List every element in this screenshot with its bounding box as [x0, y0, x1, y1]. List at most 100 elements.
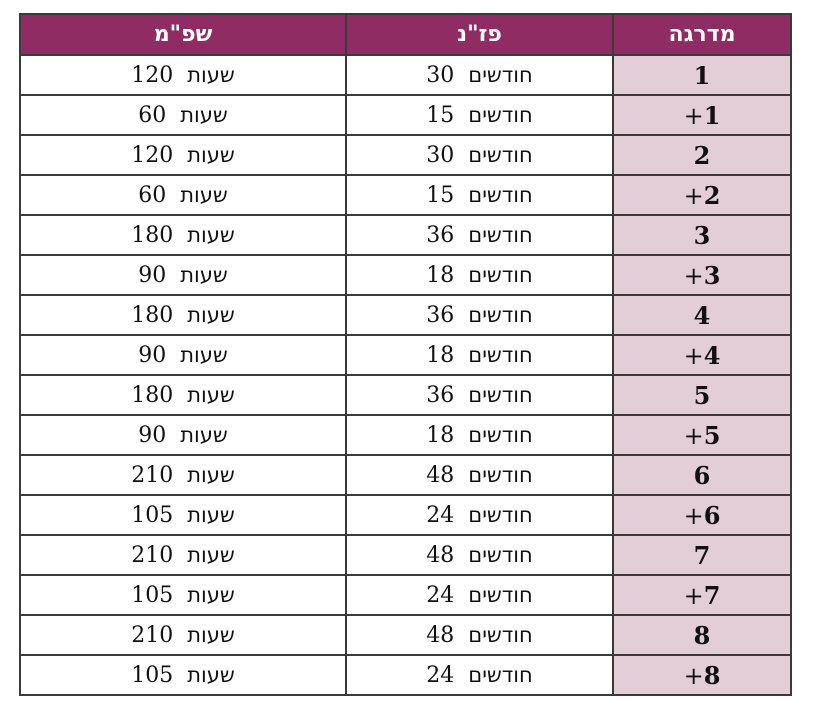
levels-table-container: שפ"מ פז"נ מדרגה 120 שעות 30 חודשים 1 60 שעות 15… [19, 13, 792, 696]
shpm-cell-content: 105 שעות [131, 583, 235, 608]
level-plus: + [683, 421, 704, 450]
pazan-cell: 36 חודשים [345, 214, 614, 256]
level-cell: +1 [612, 94, 792, 136]
shpm-value: 180 [131, 222, 174, 248]
shpm-value: 180 [131, 302, 174, 328]
pazan-cell-content: 24 חודשים [426, 663, 532, 688]
shpm-cell: 105 שעות [19, 494, 347, 536]
pazan-cell-content: 24 חודשים [426, 503, 532, 528]
pazan-value: 48 [426, 542, 455, 568]
shpm-unit: שעות [187, 502, 235, 527]
pazan-value: 24 [426, 502, 455, 528]
shpm-unit: שעות [187, 302, 235, 327]
table-row: 210 שעות 48 חודשים 6 [19, 454, 792, 496]
level-number: 3 [703, 260, 721, 290]
shpm-unit: שעות [180, 422, 228, 447]
shpm-cell-content: 90 שעות [138, 423, 228, 448]
level-number: 6 [703, 500, 721, 530]
shpm-cell-content: 210 שעות [131, 543, 235, 568]
shpm-cell: 210 שעות [19, 614, 347, 656]
level-cell: +2 [612, 174, 792, 216]
pazan-cell: 18 חודשים [345, 254, 614, 296]
shpm-unit: שעות [187, 462, 235, 487]
pazan-cell: 24 חודשים [345, 574, 614, 616]
level-plus: + [683, 661, 704, 690]
shpm-cell-content: 180 שעות [131, 223, 235, 248]
level-cell: 8 [612, 614, 792, 656]
header-pazan: פז"נ [345, 13, 614, 56]
table-row: 105 שעות 24 חודשים +8 [19, 654, 792, 696]
pazan-unit: חודשים [468, 62, 533, 87]
table-row: 90 שעות 18 חודשים +4 [19, 334, 792, 376]
pazan-value: 15 [426, 102, 455, 128]
level-cell: 5 [612, 374, 792, 416]
pazan-unit: חודשים [468, 382, 533, 407]
pazan-cell: 24 חודשים [345, 494, 614, 536]
pazan-cell: 30 חודשים [345, 54, 614, 96]
pazan-cell-content: 48 חודשים [426, 543, 532, 568]
level-plus: + [683, 581, 704, 610]
level-number: 8 [703, 660, 721, 690]
pazan-cell-content: 36 חודשים [426, 223, 532, 248]
shpm-value: 210 [131, 622, 174, 648]
shpm-unit: שעות [180, 102, 228, 127]
pazan-value: 24 [426, 662, 455, 688]
level-cell: 7 [612, 534, 792, 576]
pazan-cell-content: 24 חודשים [426, 583, 532, 608]
pazan-value: 18 [426, 342, 455, 368]
table-row: 105 שעות 24 חודשים +7 [19, 574, 792, 616]
level-plus: + [683, 341, 704, 370]
table-row: 180 שעות 36 חודשים 4 [19, 294, 792, 336]
pazan-cell-content: 48 חודשים [426, 623, 532, 648]
shpm-cell: 90 שעות [19, 334, 347, 376]
table-row: 180 שעות 36 חודשים 5 [19, 374, 792, 416]
shpm-cell-content: 180 שעות [131, 303, 235, 328]
pazan-cell-content: 18 חודשים [426, 423, 532, 448]
level-number: 4 [703, 340, 721, 370]
level-number: 3 [693, 220, 711, 250]
pazan-cell-content: 36 חודשים [426, 383, 532, 408]
shpm-unit: שעות [187, 142, 235, 167]
table-row: 120 שעות 30 חודשים 1 [19, 54, 792, 96]
pazan-value: 18 [426, 422, 455, 448]
shpm-cell-content: 120 שעות [131, 143, 235, 168]
shpm-unit: שעות [187, 382, 235, 407]
pazan-cell-content: 18 חודשים [426, 343, 532, 368]
pazan-unit: חודשים [468, 142, 533, 167]
level-cell: 1 [612, 54, 792, 96]
shpm-value: 120 [131, 62, 174, 88]
pazan-cell: 48 חודשים [345, 454, 614, 496]
level-number: 5 [703, 420, 721, 450]
shpm-unit: שעות [187, 582, 235, 607]
shpm-unit: שעות [187, 542, 235, 567]
pazan-cell: 30 חודשים [345, 134, 614, 176]
shpm-cell-content: 105 שעות [131, 503, 235, 528]
level-number: 1 [703, 100, 721, 130]
shpm-cell-content: 90 שעות [138, 343, 228, 368]
header-level: מדרגה [612, 13, 792, 56]
pazan-value: 36 [426, 302, 455, 328]
pazan-cell: 36 חודשים [345, 294, 614, 336]
pazan-unit: חודשים [468, 422, 533, 447]
level-number: 8 [693, 620, 711, 650]
shpm-unit: שעות [180, 342, 228, 367]
pazan-cell: 48 חודשים [345, 534, 614, 576]
level-plus: + [683, 101, 704, 130]
shpm-value: 60 [138, 182, 167, 208]
level-cell: +6 [612, 494, 792, 536]
table-row: 210 שעות 48 חודשים 7 [19, 534, 792, 576]
shpm-value: 105 [131, 662, 174, 688]
level-cell: +5 [612, 414, 792, 456]
pazan-cell: 18 חודשים [345, 334, 614, 376]
level-plus: + [683, 181, 704, 210]
shpm-cell: 120 שעות [19, 54, 347, 96]
level-number: 1 [693, 60, 711, 90]
level-cell: +3 [612, 254, 792, 296]
shpm-value: 210 [131, 542, 174, 568]
pazan-value: 48 [426, 462, 455, 488]
shpm-cell: 90 שעות [19, 254, 347, 296]
level-cell: +8 [612, 654, 792, 696]
pazan-value: 30 [426, 62, 455, 88]
pazan-unit: חודשים [468, 542, 533, 567]
table-header: שפ"מ פז"נ מדרגה [19, 13, 792, 56]
